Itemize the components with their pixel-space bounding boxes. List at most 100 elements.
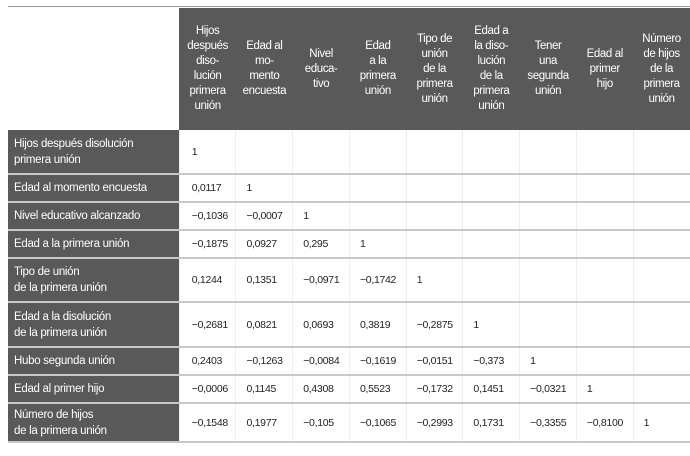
correlation-cell: −0,0151	[405, 347, 463, 376]
correlation-cell	[348, 202, 407, 231]
correlation-cell	[462, 202, 520, 231]
correlation-cell: 1	[462, 302, 520, 348]
row-label: Número de hijos de la primera unión	[8, 403, 180, 443]
correlation-cell	[632, 202, 690, 231]
column-header: Hijos después diso- lución primera unión	[179, 8, 236, 130]
correlation-cell	[462, 130, 520, 175]
correlation-cell: 1	[292, 202, 350, 231]
correlation-cell: −0,3355	[519, 403, 577, 443]
correlation-cell	[405, 174, 463, 203]
correlation-table: Hijos después diso- lución primera unión…	[8, 8, 690, 443]
correlation-cell: −0,0007	[235, 202, 293, 231]
correlation-cell: −0,1619	[348, 347, 407, 376]
correlation-cell	[405, 230, 463, 259]
correlation-cell	[405, 202, 463, 231]
correlation-cell	[632, 258, 690, 303]
correlation-cell: −0,1875	[178, 230, 236, 259]
correlation-cell: 0,1145	[235, 375, 293, 404]
correlation-cell: 0,4308	[292, 375, 350, 404]
column-header: Edad al mo- mento encuesta	[235, 8, 293, 130]
header-row: Hijos después diso- lución primera unión…	[8, 8, 690, 130]
correlation-cell: 0,1244	[178, 258, 236, 303]
correlation-cell: −0,1036	[178, 202, 236, 231]
table-row: Hijos después disolución primera unión 1	[8, 130, 690, 175]
correlation-cell: −0,8100	[575, 403, 634, 443]
correlation-cell	[235, 130, 293, 175]
correlation-cell	[575, 302, 634, 348]
correlation-cell	[462, 174, 520, 203]
table-row: Tipo de unión de la primera unión 0,1244 0…	[8, 258, 690, 303]
column-header: Tener una segunda unión	[519, 8, 577, 130]
column-header: Edad al primer hijo	[576, 8, 634, 130]
correlation-cell: 0,3819	[348, 302, 407, 348]
table-row: Edad al primer hijo −0,0006 0,1145 0,4308 0,…	[8, 375, 690, 404]
correlation-cell	[519, 202, 577, 231]
column-header: Edad a la primera unión	[349, 8, 407, 130]
column-header: Número de hijos de la primera unión	[633, 8, 690, 130]
correlation-cell	[575, 258, 634, 303]
table-row: Número de hijos de la primera unión −0,15…	[8, 403, 690, 443]
row-label: Nivel educativo alcanzado	[8, 202, 180, 231]
correlation-cell: −0,105	[292, 403, 350, 443]
correlation-cell: −0,0084	[292, 347, 350, 376]
correlation-cell: 1	[519, 347, 577, 376]
correlation-cell: −0,2681	[178, 302, 236, 348]
row-label: Edad a la disolución de la primera unión	[8, 302, 180, 348]
table-row: Edad al momento encuesta 0,0117 1	[8, 174, 690, 203]
row-label: Edad al momento encuesta	[8, 174, 180, 203]
correlation-cell: 0,0117	[178, 174, 236, 203]
correlation-cell	[519, 174, 577, 203]
correlation-cell: 0,1451	[462, 375, 520, 404]
correlation-cell	[348, 130, 407, 175]
correlation-cell	[632, 302, 690, 348]
row-label: Hubo segunda unión	[8, 347, 180, 376]
correlation-cell: −0,0321	[519, 375, 577, 404]
correlation-cell	[519, 258, 577, 303]
row-label: Hijos después disolución primera unión	[8, 130, 180, 175]
correlation-cell: −0,1732	[405, 375, 463, 404]
table-row: Edad a la primera unión −0,1875 0,0927 0,29…	[8, 230, 690, 259]
correlation-cell	[632, 174, 690, 203]
correlation-cell	[632, 347, 690, 376]
table-row: Edad a la disolución de la primera unión…	[8, 302, 690, 348]
correlation-cell: −0,1742	[348, 258, 407, 303]
correlation-cell	[632, 230, 690, 259]
correlation-cell	[292, 130, 350, 175]
correlation-cell: 0,1977	[235, 403, 293, 443]
correlation-cell: 1	[235, 174, 293, 203]
correlation-cell: 1	[632, 403, 690, 443]
correlation-cell	[632, 375, 690, 404]
correlation-cell	[519, 230, 577, 259]
column-header: Edad a la diso- lución de la primera uni…	[462, 8, 520, 130]
correlation-cell	[462, 230, 520, 259]
correlation-cell: 1	[348, 230, 407, 259]
correlation-cell: 1	[178, 130, 236, 175]
correlation-cell	[575, 202, 634, 231]
correlation-cell: 0,0821	[235, 302, 293, 348]
row-label: Edad a la primera unión	[8, 230, 180, 259]
column-header: Nivel educa- tivo	[292, 8, 350, 130]
correlation-cell	[462, 258, 520, 303]
correlation-cell	[575, 347, 634, 376]
correlation-cell	[348, 174, 407, 203]
correlation-cell	[575, 130, 634, 175]
table-row: Hubo segunda unión 0,2403 −0,1263 −0,0084 −0…	[8, 347, 690, 376]
correlation-cell: −0,373	[462, 347, 520, 376]
row-label: Edad al primer hijo	[8, 375, 180, 404]
correlation-cell: 0,0693	[292, 302, 350, 348]
column-header: Tipo de unión de la primera unión	[406, 8, 463, 130]
correlation-cell: 0,2403	[178, 347, 236, 376]
correlation-cell: 0,1731	[462, 403, 520, 443]
correlation-cell: −0,2993	[405, 403, 463, 443]
correlation-cell: 0,5523	[348, 375, 407, 404]
correlation-cell: −0,1263	[235, 347, 293, 376]
corner-cell	[8, 8, 180, 130]
correlation-cell: 1	[405, 258, 463, 303]
correlation-cell: 0,0927	[235, 230, 293, 259]
correlation-cell: 0,295	[292, 230, 350, 259]
correlation-cell	[575, 174, 634, 203]
table-row: Nivel educativo alcanzado −0,1036 −0,0007 1	[8, 202, 690, 231]
correlation-cell: −0,1548	[178, 403, 236, 443]
correlation-cell: −0,0006	[178, 375, 236, 404]
correlation-cell: 1	[575, 375, 634, 404]
